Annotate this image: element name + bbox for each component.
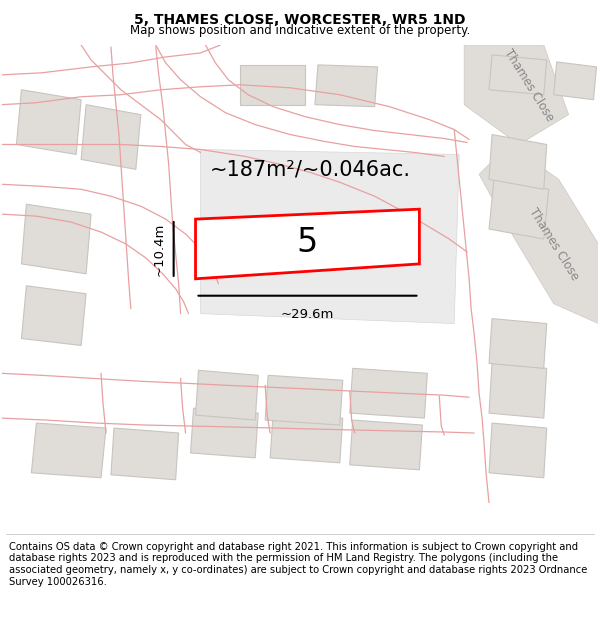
Polygon shape [489, 179, 549, 239]
Text: 5, THAMES CLOSE, WORCESTER, WR5 1ND: 5, THAMES CLOSE, WORCESTER, WR5 1ND [134, 14, 466, 28]
Polygon shape [270, 413, 343, 463]
Polygon shape [22, 204, 91, 274]
Text: Contains OS data © Crown copyright and database right 2021. This information is : Contains OS data © Crown copyright and d… [9, 542, 587, 586]
Polygon shape [489, 55, 547, 95]
Polygon shape [22, 286, 86, 346]
Polygon shape [315, 65, 377, 107]
Polygon shape [464, 45, 569, 144]
Text: Map shows position and indicative extent of the property.: Map shows position and indicative extent… [130, 24, 470, 37]
Text: ~29.6m: ~29.6m [281, 308, 334, 321]
Polygon shape [489, 423, 547, 478]
Polygon shape [111, 428, 179, 480]
Polygon shape [200, 149, 459, 324]
Polygon shape [479, 144, 598, 324]
Polygon shape [31, 423, 106, 478]
Polygon shape [489, 134, 547, 189]
Polygon shape [350, 368, 427, 418]
Text: Thames Close: Thames Close [526, 206, 581, 282]
Polygon shape [554, 62, 596, 100]
Polygon shape [81, 105, 141, 169]
Text: ~187m²/~0.046ac.: ~187m²/~0.046ac. [209, 159, 410, 179]
Polygon shape [196, 371, 258, 420]
Polygon shape [241, 65, 305, 105]
Polygon shape [196, 209, 419, 279]
Polygon shape [489, 363, 547, 418]
Polygon shape [265, 375, 343, 425]
Polygon shape [489, 319, 547, 368]
Polygon shape [191, 408, 258, 458]
Polygon shape [350, 420, 422, 470]
Polygon shape [16, 90, 81, 154]
Text: 5: 5 [297, 226, 318, 259]
Text: ~10.4m: ~10.4m [152, 222, 166, 276]
Text: Thames Close: Thames Close [502, 46, 556, 123]
